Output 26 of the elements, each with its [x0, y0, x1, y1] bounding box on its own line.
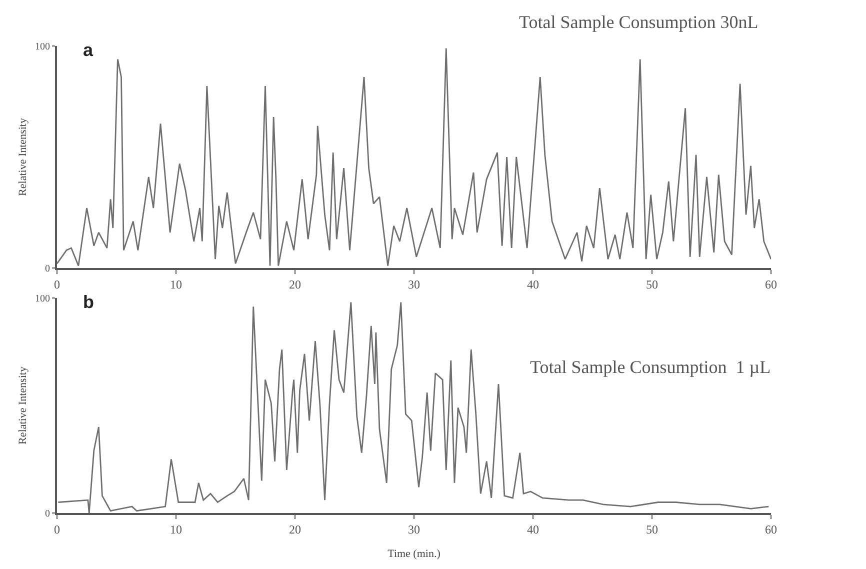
x-tick-label: 30 [408, 522, 420, 536]
y-tick-label: 0 [45, 264, 50, 274]
annotation: a [83, 40, 94, 60]
annotation: b [83, 292, 94, 312]
x-tick-label: 20 [289, 522, 301, 536]
x-tick-label: 20 [289, 277, 301, 292]
x-tick-label: 50 [646, 522, 658, 536]
x-tick-label: 30 [408, 277, 420, 292]
x-tick-label: 0 [54, 277, 60, 292]
x-tick-label: 50 [646, 277, 658, 292]
line-series [57, 48, 771, 266]
y-tick-label: 100 [35, 42, 50, 52]
x-tick-label: 40 [527, 277, 539, 292]
x-tick-label: 60 [765, 277, 777, 292]
x-tick-label: 0 [54, 522, 60, 536]
y-axis-title: Relative Intensity [17, 118, 30, 196]
x-tick-label: 10 [170, 277, 182, 292]
y-axis-title: Relative Intensity [17, 366, 30, 444]
y-tick-label: 100 [35, 294, 50, 304]
x-tick-label: 40 [527, 522, 539, 536]
text: Total Sample Consumption 1 µL [530, 357, 771, 377]
chart-title: Total Sample Consumption 30nL [519, 12, 758, 32]
y-tick-label: 0 [45, 508, 50, 520]
x-axis-title: Time (min.) [388, 548, 441, 560]
x-tick-label: 60 [765, 522, 777, 536]
x-tick-label: 10 [170, 522, 182, 536]
